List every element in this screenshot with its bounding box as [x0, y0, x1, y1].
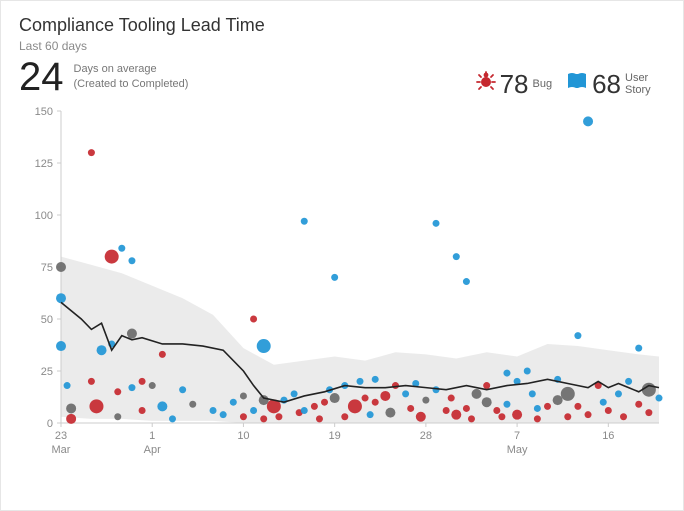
- average-caption-line1: Days on average: [74, 62, 189, 77]
- average-caption: Days on average (Created to Completed): [74, 62, 189, 92]
- svg-text:10: 10: [237, 430, 249, 442]
- svg-text:25: 25: [41, 366, 53, 378]
- lead-time-chart: 0 25 50 75 100 125 150 23 Mar 1 Apr 10 19 28 7 May 16: [19, 103, 667, 483]
- svg-text:28: 28: [420, 430, 432, 442]
- legend-story-label: User Story: [625, 72, 665, 96]
- average-value: 24: [19, 57, 64, 97]
- legend-bug-count: 78: [500, 71, 529, 97]
- svg-text:150: 150: [35, 106, 53, 118]
- svg-text:Apr: Apr: [144, 444, 161, 456]
- svg-text:100: 100: [35, 210, 53, 222]
- legend-bug[interactable]: 78 Bug: [476, 71, 553, 97]
- book-icon: [566, 71, 588, 96]
- legend-bug-label: Bug: [533, 78, 553, 90]
- legend-story-count: 68: [592, 71, 621, 97]
- svg-text:23: 23: [55, 430, 67, 442]
- average-caption-line2: (Created to Completed): [74, 77, 189, 92]
- svg-text:1: 1: [149, 430, 155, 442]
- svg-text:19: 19: [329, 430, 341, 442]
- svg-text:125: 125: [35, 158, 53, 170]
- lead-time-widget: Compliance Tooling Lead Time Last 60 day…: [0, 0, 684, 511]
- legend: 78 Bug 68 User Story: [476, 71, 665, 97]
- svg-text:Mar: Mar: [52, 444, 71, 456]
- svg-text:16: 16: [602, 430, 614, 442]
- widget-title: Compliance Tooling Lead Time: [19, 15, 665, 37]
- widget-subtitle: Last 60 days: [19, 39, 665, 53]
- svg-text:May: May: [507, 444, 528, 456]
- svg-text:50: 50: [41, 314, 53, 326]
- bug-icon: [476, 71, 496, 96]
- svg-text:7: 7: [514, 430, 520, 442]
- legend-story[interactable]: 68 User Story: [566, 71, 665, 97]
- widget-header: Compliance Tooling Lead Time Last 60 day…: [19, 15, 665, 53]
- metrics-row: 24 Days on average (Created to Completed…: [19, 57, 665, 97]
- svg-text:75: 75: [41, 262, 53, 274]
- chart-svg: 0 25 50 75 100 125 150 23 Mar 1 Apr 10 19 28 7 May 16: [19, 103, 667, 483]
- svg-text:0: 0: [47, 418, 53, 430]
- average-block: 24 Days on average (Created to Completed…: [19, 57, 188, 97]
